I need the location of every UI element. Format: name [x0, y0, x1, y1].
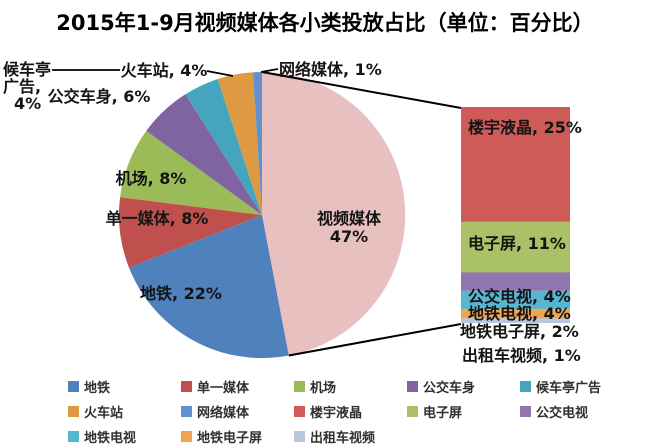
legend-marker-icon: [68, 406, 79, 417]
legend-marker-icon: [294, 406, 305, 417]
bar-label-3: 地铁电视, 4%: [468, 304, 571, 323]
legend-label: 单一媒体: [197, 381, 250, 396]
legend-item-9: 公交电视: [520, 399, 633, 424]
legend-item-5: 火车站: [68, 399, 181, 424]
pie-slice-4: [146, 94, 262, 215]
legend-item-1: 单一媒体: [181, 374, 294, 399]
legend-label: 地铁电子屏: [197, 431, 263, 446]
pie-label-1: 地铁, 22%: [140, 284, 222, 303]
pie-slice-5: [185, 79, 262, 215]
pie-label-2: 单一媒体, 8%: [106, 209, 209, 228]
legend-label: 地铁: [84, 381, 111, 396]
pie-slice-3: [120, 130, 262, 215]
legend-marker-icon: [181, 381, 192, 392]
legend-label: 电子屏: [423, 406, 463, 421]
bar-segment-5: [461, 318, 570, 323]
bar-label-0: 楼宇液晶, 25%: [468, 118, 582, 137]
pie-label-7: 网络媒体, 1%: [279, 60, 382, 79]
legend-item-6: 网络媒体: [181, 399, 294, 424]
legend-marker-icon: [520, 381, 531, 392]
legend-item-2: 机场: [294, 374, 407, 399]
pie-label-0: 47%: [330, 227, 368, 246]
legend-marker-icon: [407, 381, 418, 392]
legend-marker-icon: [181, 431, 192, 442]
legend-item-0: 地铁: [68, 374, 181, 399]
legend-marker-icon: [407, 406, 418, 417]
bar-segment-2: [461, 272, 570, 291]
legend-label: 地铁电视: [84, 431, 137, 446]
pie-label-0: 视频媒体: [317, 209, 382, 228]
pie-label-6: 火车站, 4%: [121, 61, 208, 80]
legend-item-8: 电子屏: [407, 399, 520, 424]
pie-slice-2: [118, 197, 262, 268]
pie-label-5: 候车亭: [3, 60, 51, 79]
pie-slice-0: [262, 71, 406, 356]
bar-label-5: 出租车视频, 1%: [462, 346, 581, 365]
legend-label: 火车站: [84, 406, 124, 421]
pie-label-5: 广告,: [3, 77, 41, 96]
pie-label-5: 4%: [14, 94, 41, 113]
legend-label: 机场: [310, 381, 337, 396]
pie-slice-7: [253, 72, 262, 215]
legend-item-3: 公交车身: [407, 374, 520, 399]
legend-marker-icon: [68, 431, 79, 442]
bar-label-1: 电子屏, 11%: [468, 234, 566, 253]
bar-segment-0: [461, 107, 570, 222]
legend-marker-icon: [294, 431, 305, 442]
connector-line: [288, 323, 462, 357]
bar-label-2: 公交电视, 4%: [468, 287, 571, 306]
legend-marker-icon: [520, 406, 531, 417]
legend-item-7: 楼宇液晶: [294, 399, 407, 424]
legend-item-11: 地铁电子屏: [181, 424, 294, 448]
legend-marker-icon: [181, 406, 192, 417]
pie-slice-1: [129, 215, 289, 359]
legend-label: 候车亭广告: [536, 381, 602, 396]
legend-item-12: 出租车视频: [294, 424, 407, 448]
bar-segment-3: [461, 290, 570, 310]
legend-marker-icon: [68, 381, 79, 392]
chart-title: 2015年1-9月视频媒体各小类投放占比（单位：百分比）: [56, 11, 594, 35]
connector-line: [261, 71, 462, 109]
bar-label-4: 地铁电子屏, 2%: [460, 322, 579, 341]
legend-label: 公交电视: [536, 406, 589, 421]
bar-segment-4: [461, 309, 570, 319]
legend-label: 楼宇液晶: [310, 406, 363, 421]
bar-segment-1: [461, 221, 570, 273]
legend-marker-icon: [294, 381, 305, 392]
leader-line: [260, 68, 279, 73]
legend-item-10: 地铁电视: [68, 424, 181, 448]
legend-label: 出租车视频: [310, 431, 376, 446]
pie-label-3: 机场, 8%: [116, 169, 187, 188]
pie-slice-6: [217, 72, 262, 215]
legend-item-4: 候车亭广告: [520, 374, 633, 399]
chart-legend: 地铁 单一媒体 机场 公交车身 候车亭广告火车站 网络媒体 楼宇液晶 电子屏 公交电视地铁电视 地…: [68, 374, 643, 448]
leader-line: [206, 70, 234, 77]
pie-label-4: 公交车身, 6%: [48, 87, 151, 106]
legend-label: 网络媒体: [197, 406, 250, 421]
legend-label: 公交车身: [423, 381, 476, 396]
